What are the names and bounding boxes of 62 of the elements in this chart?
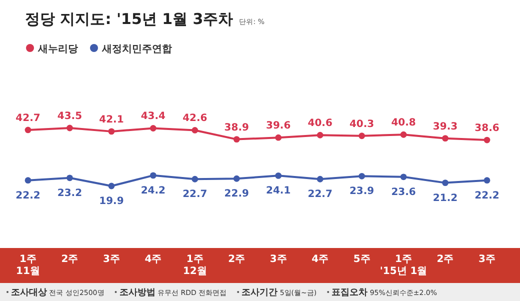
point bbox=[275, 172, 282, 179]
chart-title: 정당 지지도: '15년 1월 3주차 bbox=[25, 10, 234, 28]
data-label: 43.4 bbox=[140, 111, 166, 122]
x-tick-label: 1주 11월 bbox=[16, 254, 40, 277]
data-label: 23.9 bbox=[349, 186, 374, 198]
data-label: 22.7 bbox=[182, 189, 208, 200]
x-tick-label: 1주 '15년 1월 bbox=[380, 254, 428, 277]
point bbox=[150, 125, 156, 132]
point bbox=[24, 177, 32, 184]
data-label: 22.7 bbox=[308, 189, 332, 200]
x-tick-label: 4주 bbox=[144, 254, 162, 265]
x-tick-label: 4주 bbox=[312, 254, 329, 265]
legend-label: 새누리당 bbox=[37, 44, 78, 55]
data-label: 40.6 bbox=[308, 118, 332, 130]
data-label: 38.6 bbox=[474, 123, 500, 134]
point bbox=[484, 177, 490, 184]
data-label: 22.9 bbox=[224, 188, 250, 200]
point bbox=[275, 134, 282, 141]
point bbox=[442, 180, 448, 186]
point bbox=[316, 132, 324, 138]
point bbox=[484, 136, 490, 144]
point bbox=[233, 136, 240, 143]
data-label: 42.1 bbox=[99, 114, 124, 126]
data-label: 40.3 bbox=[349, 118, 374, 130]
x-tick-label: 3주 bbox=[270, 254, 287, 265]
data-label: 42.6 bbox=[182, 113, 208, 124]
data-label: 39.3 bbox=[432, 121, 458, 132]
x-tick-label: 2주 bbox=[61, 254, 78, 265]
point bbox=[108, 128, 115, 135]
data-label: 22.2 bbox=[474, 190, 500, 202]
data-label: 23.2 bbox=[57, 188, 82, 199]
data-label: 42.7 bbox=[16, 112, 40, 124]
data-label: 23.6 bbox=[391, 186, 416, 198]
point bbox=[316, 176, 324, 182]
data-label: 39.6 bbox=[266, 120, 291, 132]
point bbox=[108, 182, 115, 190]
data-label: 38.9 bbox=[224, 122, 250, 134]
point bbox=[192, 127, 198, 134]
point bbox=[400, 131, 407, 138]
point bbox=[358, 172, 366, 180]
point bbox=[233, 175, 240, 182]
point bbox=[442, 135, 448, 142]
point bbox=[150, 172, 156, 179]
point bbox=[24, 126, 32, 134]
point bbox=[66, 124, 73, 132]
x-tick-label: 5주 bbox=[353, 254, 370, 265]
data-label: 24.1 bbox=[266, 186, 291, 197]
x-tick-label: 2주 bbox=[228, 254, 246, 265]
x-tick-label: 3주 bbox=[102, 254, 120, 265]
data-label: 43.5 bbox=[57, 111, 82, 122]
x-tick-label: 3주 bbox=[478, 254, 496, 265]
data-label: 24.2 bbox=[140, 185, 166, 196]
point bbox=[400, 174, 407, 180]
data-label: 22.2 bbox=[16, 190, 40, 202]
data-label: 19.9 bbox=[99, 196, 124, 207]
x-tick-label: 1주 12월 bbox=[182, 254, 207, 277]
data-label: 21.2 bbox=[432, 192, 458, 204]
point bbox=[358, 132, 366, 140]
data-label: 40.8 bbox=[391, 118, 416, 129]
point bbox=[66, 174, 73, 182]
x-tick-label: 2주 bbox=[436, 254, 454, 265]
point bbox=[192, 176, 198, 182]
